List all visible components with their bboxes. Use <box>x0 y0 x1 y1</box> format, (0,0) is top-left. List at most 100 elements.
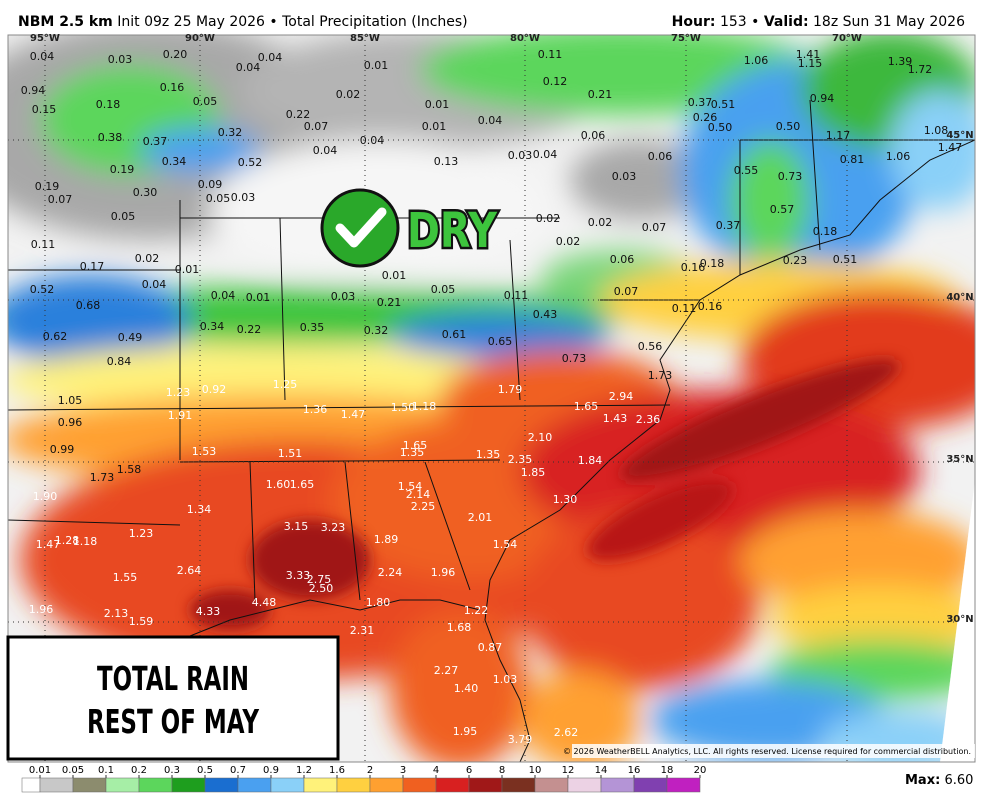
hour-value: 153 • <box>720 14 759 30</box>
point-value: 0.30 <box>133 186 158 199</box>
point-value: 0.01 <box>425 98 450 111</box>
colorbar-swatch <box>633 777 668 793</box>
point-value: 3.33 <box>286 569 311 582</box>
colorbar-label: 14 <box>595 765 608 776</box>
model-name: NBM 2.5 km <box>18 14 113 30</box>
point-value: 0.20 <box>163 48 188 61</box>
point-value: 4.48 <box>252 596 277 609</box>
colorbar-label: 8 <box>499 765 505 776</box>
point-value: 0.37 <box>143 135 168 148</box>
colorbar-swatch <box>468 777 503 793</box>
point-value: 1.35 <box>476 448 501 461</box>
point-value: 0.01 <box>246 291 271 304</box>
point-value: 0.16 <box>681 261 706 274</box>
point-value: 0.03 <box>612 170 637 183</box>
point-value: 1.34 <box>187 503 212 516</box>
point-value: 0.03 <box>331 290 356 303</box>
point-value: 0.32 <box>364 324 389 337</box>
point-value: 1.72 <box>908 63 933 76</box>
colorbar-label: 10 <box>529 765 542 776</box>
point-value: 0.07 <box>642 221 667 234</box>
point-value: 0.02 <box>135 252 160 265</box>
latitude-label: 30°N <box>946 614 973 625</box>
colorbar-label: 6 <box>466 765 472 776</box>
point-value: 0.18 <box>700 257 725 270</box>
point-value: 1.55 <box>113 571 138 584</box>
point-value: 1.91 <box>168 409 193 422</box>
point-value: 0.02 <box>588 216 613 229</box>
point-value: 0.05 <box>193 95 218 108</box>
point-value: 1.58 <box>117 463 142 476</box>
point-value: 1.23 <box>129 527 154 540</box>
point-value: 0.23 <box>783 254 808 267</box>
point-value: 0.11 <box>672 302 697 315</box>
point-value: 1.40 <box>454 682 479 695</box>
colorbar-label: 20 <box>694 765 707 776</box>
point-value: 0.22 <box>286 108 311 121</box>
point-value: 0.04 <box>30 50 55 63</box>
colorbar-swatch <box>369 777 404 793</box>
max-readout: Max: 6.60 <box>905 773 973 788</box>
point-value: 0.17 <box>80 260 105 273</box>
point-value: 1.96 <box>29 603 54 616</box>
point-value: 0.65 <box>488 335 513 348</box>
header-left: NBM 2.5 km Init 09z 25 May 2026 • Total … <box>18 14 468 30</box>
point-value: 1.06 <box>886 150 911 163</box>
dry-text: DRY <box>407 203 498 259</box>
colorbar-label: 3 <box>400 765 406 776</box>
point-value: 3.23 <box>321 521 346 534</box>
point-value: 1.30 <box>553 493 578 506</box>
colorbar-swatch <box>600 777 635 793</box>
colorbar-swatch <box>105 777 140 793</box>
colorbar-swatch <box>567 777 602 793</box>
point-value: 1.47 <box>36 538 61 551</box>
point-value: 0.03 <box>231 191 256 204</box>
caption-line: REST OF MAY <box>87 702 260 741</box>
point-value: 1.51 <box>278 447 303 460</box>
point-value: 0.38 <box>98 131 123 144</box>
point-value: 1.95 <box>453 725 478 738</box>
colorbar-swatch <box>21 777 41 793</box>
colorbar-label: 0.3 <box>164 765 180 776</box>
colorbar-swatch <box>666 777 701 793</box>
colorbar-label: 0.1 <box>98 765 114 776</box>
point-value: 0.02 <box>556 235 581 248</box>
latitude-label: 40°N <box>946 292 973 303</box>
point-value: 0.03 <box>108 53 133 66</box>
dry-badge: DRY <box>320 188 501 268</box>
point-value: 0.26 <box>693 111 718 124</box>
point-value: 1.36 <box>303 403 328 416</box>
point-value: 0.04 <box>360 134 385 147</box>
colorbar-label: 16 <box>628 765 641 776</box>
point-value: 1.80 <box>366 596 391 609</box>
longitude-label: 75°W <box>671 33 701 44</box>
point-value: 1.53 <box>192 445 217 458</box>
point-value: 2.10 <box>528 431 553 444</box>
colorbar-label: 1.2 <box>296 765 312 776</box>
point-value: 1.28 <box>55 534 80 547</box>
point-value: 1.47 <box>341 408 366 421</box>
point-value: 1.54 <box>493 538 518 551</box>
colorbar-label: 0.5 <box>197 765 213 776</box>
point-value: 0.61 <box>442 328 467 341</box>
max-value: 6.60 <box>944 773 973 788</box>
hour-label: Hour: <box>672 14 716 30</box>
point-value: 1.54 <box>398 480 423 493</box>
point-value: 1.35 <box>400 446 425 459</box>
point-value: 0.57 <box>770 203 795 216</box>
point-value: 0.12 <box>543 75 568 88</box>
point-value: 1.60 <box>266 478 291 491</box>
point-value: 1.18 <box>73 535 98 548</box>
point-value: 0.73 <box>778 170 803 183</box>
point-value: 1.25 <box>273 378 298 391</box>
point-value: 1.06 <box>744 54 769 67</box>
init-text: Init 09z 25 May 2026 • Total Precipitati… <box>117 14 467 30</box>
colorbar-label: 0.2 <box>131 765 147 776</box>
point-value: 1.39 <box>888 55 913 68</box>
point-value: 0.52 <box>30 283 55 296</box>
valid-value: 18z Sun 31 May 2026 <box>813 14 965 30</box>
point-value: 1.18 <box>412 400 437 413</box>
point-value: 0.09 <box>198 178 223 191</box>
point-value: 0.34 <box>200 320 225 333</box>
